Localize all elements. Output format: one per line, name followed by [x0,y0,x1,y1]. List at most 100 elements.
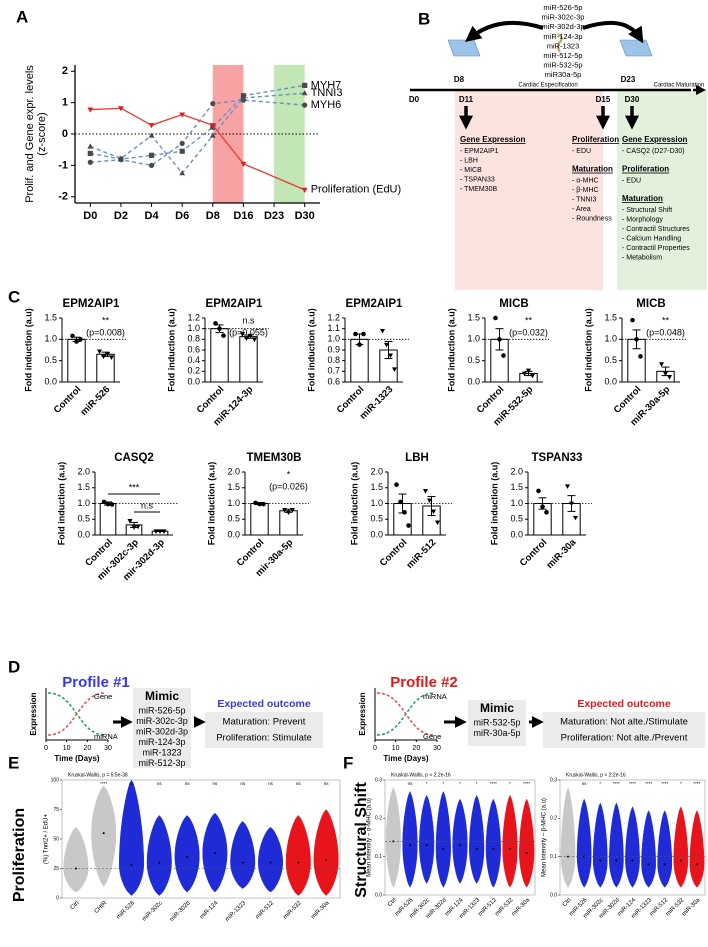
y-tick-label: 0.0 [604,376,617,386]
y-tick-label: 100 [51,777,60,783]
panel-label: B [418,9,430,28]
median [631,859,634,862]
marker [540,504,545,509]
mimic-name: miR-30a-5p [473,728,520,738]
mini-tick-label: 20 [83,745,91,752]
mirna-name: miR-302c-3p [542,13,585,22]
profile-title: Profile #1 [62,674,130,691]
x-tick-label: Ctrl [562,897,573,908]
y-tick-label: 0.6 [187,344,200,354]
significance: * [287,469,291,479]
panel-label: A [16,7,28,26]
y-tick-label: 1.5 [370,482,383,492]
significance: (p=0.008) [86,327,125,337]
mini-tick-label: 0 [44,745,48,752]
violin [63,826,89,893]
y-tick-label: 0.5 [77,514,90,524]
marker [394,482,399,487]
panel-label: F [343,753,353,772]
violin [519,798,535,888]
x-tick-label: miR-30a [681,897,702,918]
marker [285,510,292,516]
phase-label: Cardiac Maturation [654,83,705,89]
significance: (p=0.032) [509,327,548,337]
significance: ns [408,781,414,786]
curve-label: Gene [94,692,112,701]
panel-label: E [8,753,19,772]
marker [105,501,111,507]
significance: * [680,781,682,786]
y-tick-label: 2.0 [370,466,383,476]
mini-y-label: Expression [358,692,367,735]
median [459,844,461,847]
y-tick-label: 1.5 [467,312,480,322]
y-tick-label: 1.2 [327,312,340,322]
marker [383,342,390,348]
x-tick-label: miR-30a [544,537,578,571]
y-tick-label: 0.0 [467,376,480,386]
violin [592,802,608,888]
y-tick-label: 0.0 [187,376,200,386]
violin [385,786,401,888]
median [695,863,698,866]
significance: * [599,781,601,786]
marker [127,518,133,524]
series-label: MYH6 [311,99,342,111]
curve-label: Gene [423,732,441,741]
section-item: - Metabolism [622,254,662,261]
chart-title: CASQ2 [114,452,154,464]
marker [179,112,186,118]
series-line [90,107,305,191]
marker [398,499,403,505]
y-axis-label: (%) Tnnt2+ / EdU+ [44,814,50,864]
y-tick-label: 1.0 [227,498,240,508]
chart-title: EPM2AIP1 [346,298,403,310]
mimic-name: miR-532-5p [473,717,520,727]
chart-title: Kruskal-Wallis, p = 5.5e-38 [68,772,128,778]
median [241,861,244,864]
y-tick-label: 0.1 [550,854,557,860]
marker [434,520,441,526]
section-item: - α-MHC [572,177,599,184]
mimic-name: miR-1323 [142,747,181,757]
marker [87,143,94,149]
y-tick-label: 1.0 [187,323,200,333]
significance: ** [662,315,670,325]
series-label: MYH7 [311,79,342,91]
y-tick-label: 0.2 [550,816,557,822]
marker [240,97,247,103]
violin [435,790,451,888]
timepoint: D0 [409,95,420,104]
y-tick-label: 0.2 [375,816,382,822]
marker [157,529,163,534]
mimic-boxes [133,688,705,768]
section-item: - Calcium Handling [622,235,681,242]
marker [217,326,222,331]
marker [536,488,541,494]
significance: * [459,781,461,786]
y-axis-label: Fold induction (a.u) [583,308,593,391]
section-title: Gene Expression [622,135,687,144]
mini-y-label: Expression [29,692,38,735]
median [269,861,272,864]
mirna-name: miR30a-5p [545,70,582,79]
mimic-name: miR-124-3p [138,737,185,747]
y-axis-label: Fold induction (a.u) [166,308,176,391]
section-item: - TNNI3 [572,196,596,203]
significance: ns [240,781,246,786]
timepoint: D11 [459,95,474,104]
marker [302,82,308,88]
y-tick-label: 0.5 [370,514,383,524]
marker [240,161,247,167]
marker [148,123,155,129]
violin [485,798,501,888]
marker [521,371,528,377]
marker [301,187,308,193]
y-tick-label: 1.0 [370,498,383,508]
marker [261,501,266,507]
median [615,859,618,862]
x-tick-label: miR-526 [116,900,137,921]
mimic-name: miR-512-3p [138,758,185,768]
y-tick-label: 0 [56,895,59,901]
x-tick-label: miR-30a [310,900,331,921]
